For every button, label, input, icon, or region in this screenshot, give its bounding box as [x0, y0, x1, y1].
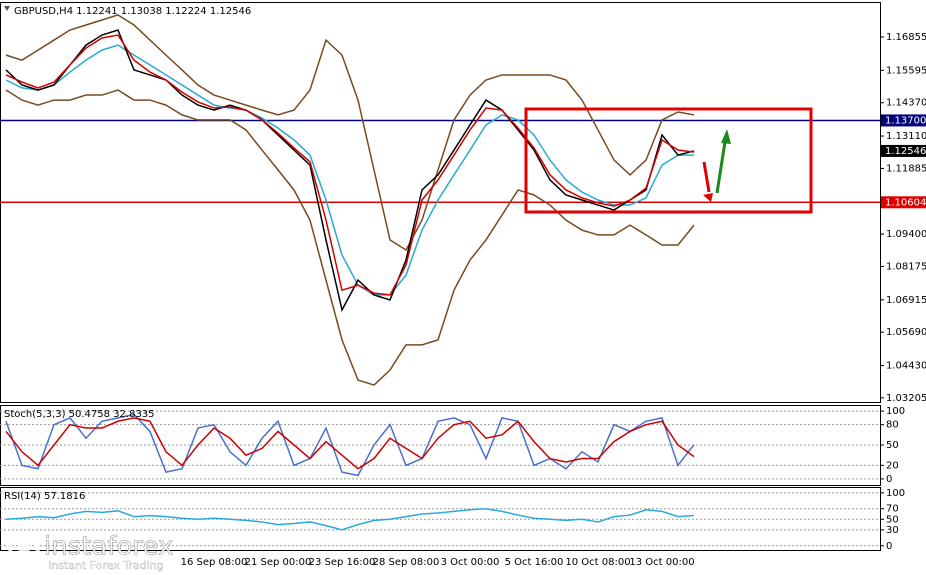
title-icon [4, 6, 10, 11]
logo [8, 532, 40, 564]
series-line [5, 14, 695, 252]
panel-title: GBPUSD,H4 1.12241 1.13038 1.12224 1.1254… [14, 6, 251, 17]
y-tick-label: 70 [886, 504, 899, 515]
last-price-box [881, 144, 926, 157]
y-tick-label: 30 [886, 525, 899, 536]
y-tick-label: 100 [886, 406, 905, 417]
y-tick-label: 50 [886, 440, 899, 451]
watermark-brand: instaforex [44, 532, 173, 562]
series-line [5, 29, 695, 313]
x-tick-label: 10 Oct 08:00 [565, 557, 630, 568]
level-label-box [881, 114, 926, 127]
down-arrow-head [703, 193, 713, 202]
series-line [5, 34, 695, 296]
y-tick-label: 1.06915 [886, 295, 926, 306]
y-tick-label: 1.03205 [886, 393, 926, 404]
y-tick-label: 20 [886, 460, 899, 471]
y-tick-label: 1.05690 [886, 327, 926, 338]
x-tick-label: 28 Sep 08:00 [373, 557, 440, 568]
y-tick-label: 1.09400 [886, 229, 926, 240]
panel-title: RSI(14) 57.1816 [4, 491, 85, 502]
y-tick-label: 1.15595 [886, 65, 926, 76]
y-tick-label: 80 [886, 420, 899, 431]
y-tick-label: 100 [886, 488, 905, 499]
series-line [5, 417, 695, 470]
level-label-box [881, 196, 926, 209]
series-line [5, 413, 695, 477]
y-tick-label: 0 [886, 541, 892, 552]
y-tick-label: 1.16855 [886, 32, 926, 43]
x-tick-label: 21 Sep 00:00 [245, 557, 312, 568]
down-arrow [702, 161, 711, 193]
y-tick-label: 1.11885 [886, 163, 926, 174]
y-tick-label: 50 [886, 514, 899, 525]
watermark: instaforex Instant Forex Trading [8, 531, 174, 572]
y-tick-label: 0 [886, 474, 892, 485]
x-tick-label: 3 Oct 00:00 [441, 557, 500, 568]
y-tick-label: 1.08175 [886, 262, 926, 273]
series-line [5, 89, 695, 386]
watermark-tagline: Instant Forex Trading [48, 559, 164, 572]
logo-core [18, 542, 30, 554]
last-price-label: 1.12546 [885, 146, 926, 157]
x-tick-label: 13 Oct 00:00 [629, 557, 694, 568]
panel-title: Stoch(5,3,3) 50.4758 32.8335 [4, 409, 155, 420]
level-label: 1.10604 [885, 197, 926, 208]
series-line [5, 507, 695, 531]
x-tick-label: 5 Oct 16:00 [505, 557, 564, 568]
range-box [524, 107, 813, 214]
up-arrow-head [721, 129, 731, 144]
level-label: 1.13700 [885, 115, 926, 126]
up-arrow [715, 141, 727, 194]
x-tick-label: 23 Sep 16:00 [309, 557, 376, 568]
y-tick-label: 1.04430 [886, 361, 926, 372]
series-line [5, 44, 694, 296]
y-tick-label: 1.13110 [886, 131, 926, 142]
x-tick-label: 16 Sep 08:00 [181, 557, 248, 568]
y-tick-label: 1.14370 [886, 98, 926, 109]
